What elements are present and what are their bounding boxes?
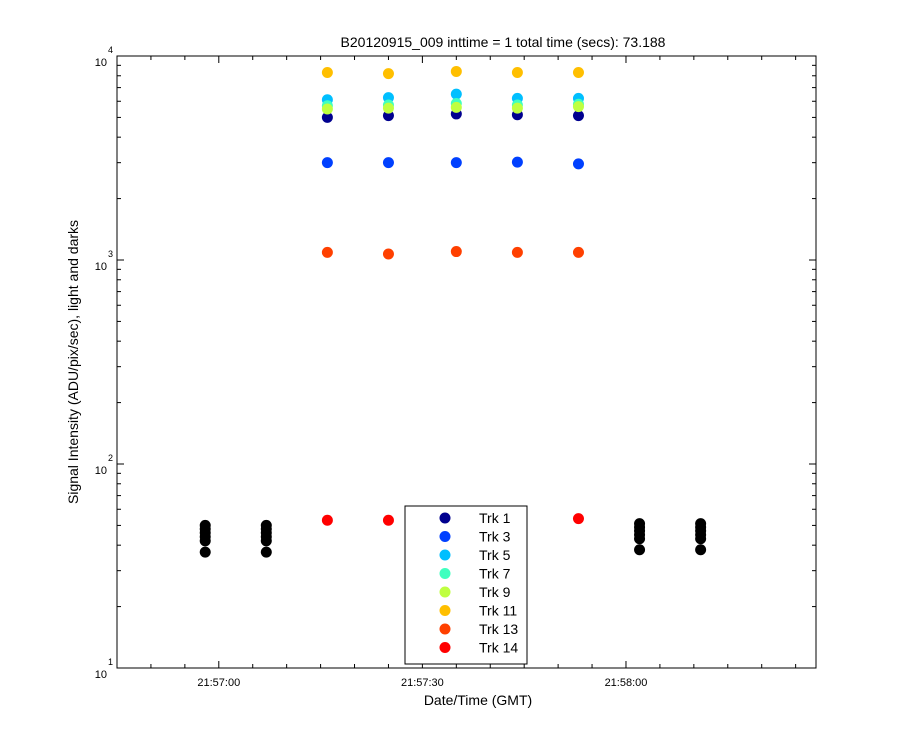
y-tick-label-base: 10 <box>95 261 107 273</box>
point-trk-11 <box>450 65 462 77</box>
point-trk-14 <box>321 514 333 526</box>
dark-point <box>695 518 707 530</box>
point-trk-11 <box>321 67 333 79</box>
legend-marker <box>439 623 451 635</box>
point-trk-14 <box>572 513 584 525</box>
legend-marker <box>439 586 451 598</box>
point-trk-9 <box>572 101 584 113</box>
legend-label: Trk 14 <box>479 640 518 656</box>
point-trk-5 <box>450 88 462 100</box>
legend-marker <box>439 531 451 542</box>
dark-point <box>260 546 272 558</box>
point-trk-11 <box>382 68 394 80</box>
point-trk-9 <box>511 102 523 114</box>
legend-label: Trk 13 <box>479 621 518 637</box>
y-tick-label-exp: 3 <box>108 249 113 259</box>
chart-title: B20120915_009 inttime = 1 total time (se… <box>341 34 666 50</box>
point-trk-3 <box>382 157 394 169</box>
point-trk-14 <box>382 514 394 526</box>
y-tick-label-base: 10 <box>95 57 107 69</box>
point-trk-3 <box>572 158 584 170</box>
dark-point <box>199 546 211 558</box>
point-trk-3 <box>511 156 523 168</box>
legend-marker <box>439 605 451 616</box>
legend-label: Trk 5 <box>479 547 511 563</box>
data-points <box>199 65 707 558</box>
dark-point <box>695 544 707 556</box>
y-tick-label-exp: 4 <box>108 45 113 55</box>
point-trk-9 <box>382 102 394 114</box>
point-trk-9 <box>450 101 462 113</box>
legend-marker <box>439 512 451 524</box>
y-tick-label-exp: 2 <box>108 453 113 463</box>
dark-point <box>260 519 272 531</box>
y-tick-label-base: 10 <box>95 465 107 477</box>
dark-point <box>634 518 646 530</box>
legend-label: Trk 3 <box>479 529 511 545</box>
point-trk-13 <box>382 248 394 260</box>
point-trk-11 <box>511 67 523 79</box>
x-tick-label: 21:57:00 <box>197 677 240 689</box>
legend: Trk 1 Trk 3 Trk 5 Trk 7 Trk 9 Trk 11 Trk 13 Trk… <box>404 505 528 665</box>
x-axis-label: Date/Time (GMT) <box>424 692 532 708</box>
x-tick-label: 21:58:00 <box>605 677 648 689</box>
legend-label: Trk 1 <box>479 510 511 526</box>
y-tick-label-base: 10 <box>95 669 107 681</box>
dark-point <box>199 519 211 531</box>
point-trk-1 <box>572 110 584 122</box>
point-trk-11 <box>572 67 584 79</box>
legend-label: Trk 9 <box>479 584 511 600</box>
y-tick-label-exp: 1 <box>108 657 113 667</box>
legend-label: Trk 11 <box>479 603 517 619</box>
point-trk-1 <box>321 111 333 123</box>
x-tick-label: 21:57:30 <box>401 677 444 689</box>
dark-point <box>634 544 646 556</box>
point-trk-13 <box>511 246 523 258</box>
point-trk-3 <box>321 157 333 169</box>
legend-marker <box>439 642 451 653</box>
legend-marker <box>439 549 451 561</box>
point-trk-13 <box>450 246 462 258</box>
legend-label: Trk 7 <box>479 566 511 582</box>
point-trk-3 <box>450 157 462 169</box>
point-trk-13 <box>321 246 333 258</box>
point-trk-9 <box>321 103 333 115</box>
y-axis-label: Signal Intensity (ADU/pix/sec), light an… <box>65 220 81 504</box>
legend-marker <box>439 568 451 579</box>
point-trk-13 <box>572 246 584 258</box>
legend-box <box>404 505 528 665</box>
